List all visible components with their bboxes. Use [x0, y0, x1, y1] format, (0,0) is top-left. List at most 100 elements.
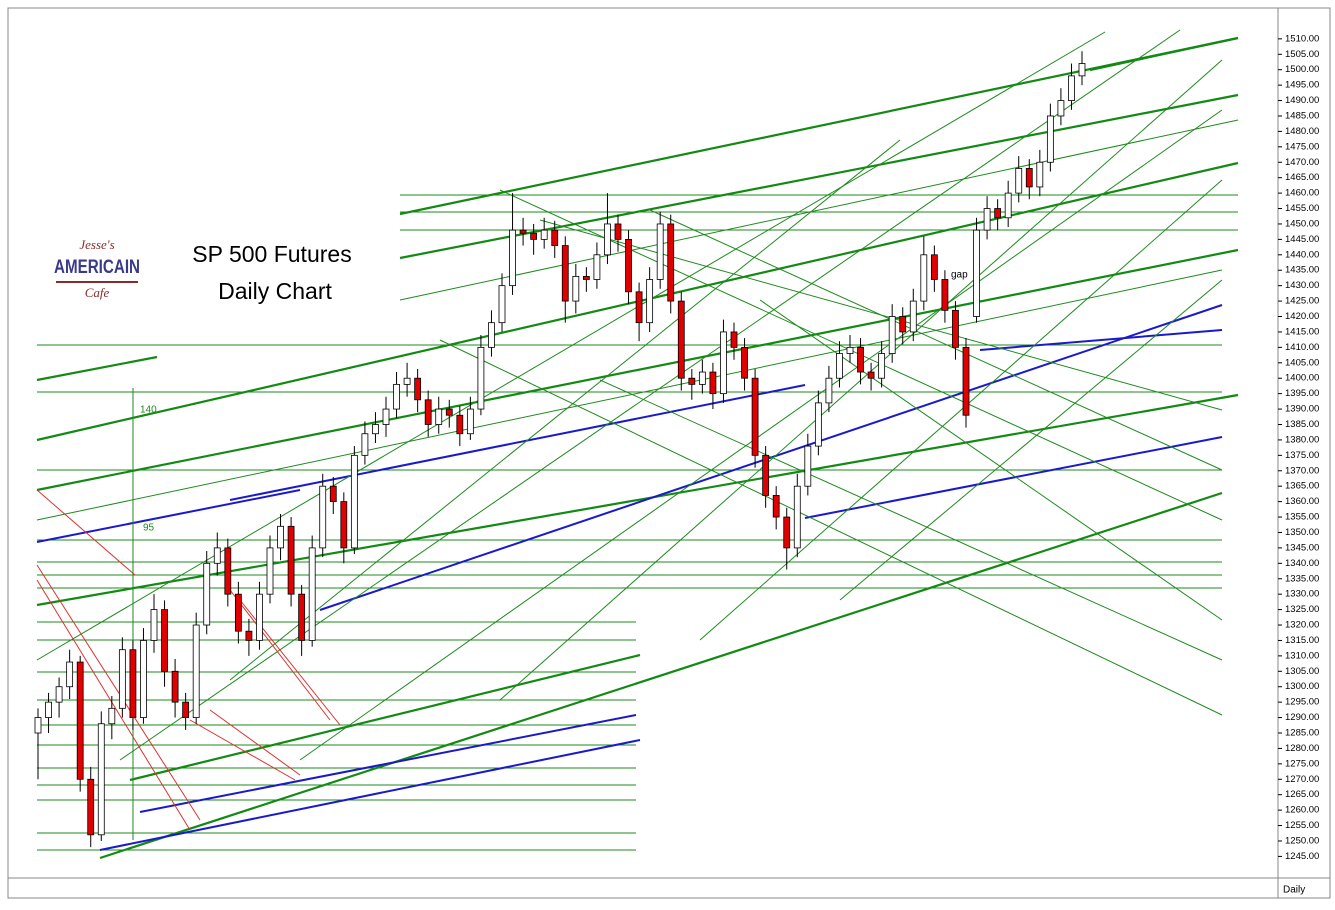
- logo-text: Jesse's: [79, 237, 114, 252]
- candle-body: [751, 377, 759, 456]
- y-tick-label: 1450.00: [1285, 218, 1319, 229]
- candle-body: [614, 223, 622, 240]
- candle-body: [899, 316, 907, 333]
- candle-body: [1025, 168, 1033, 188]
- candle-body: [161, 609, 168, 672]
- candle-body: [530, 232, 538, 240]
- candle-body: [171, 670, 179, 703]
- y-tick-label: 1325.00: [1285, 604, 1319, 615]
- y-tick-label: 1255.00: [1285, 820, 1319, 831]
- y-tick-label: 1300.00: [1285, 681, 1319, 692]
- y-tick-label: 1305.00: [1285, 666, 1319, 677]
- y-tick-label: 1415.00: [1285, 326, 1319, 337]
- candle-body: [604, 223, 611, 256]
- candle-body: [836, 353, 843, 379]
- candle-body: [846, 346, 854, 354]
- candle-body: [308, 547, 316, 641]
- y-tick-label: 1490.00: [1285, 95, 1319, 106]
- candle-body: [857, 346, 864, 373]
- candle-body: [1004, 192, 1012, 219]
- y-tick-label: 1275.00: [1285, 758, 1319, 769]
- candle-body: [709, 371, 717, 395]
- candle-body: [414, 377, 422, 401]
- candle-body: [108, 707, 116, 725]
- y-tick-label: 1455.00: [1285, 203, 1319, 214]
- candle-body: [762, 454, 770, 496]
- candle-body: [382, 408, 390, 425]
- y-tick-label: 1485.00: [1285, 110, 1319, 121]
- candle-body: [245, 630, 253, 641]
- candle-body: [519, 229, 527, 234]
- y-tick-label: 1500.00: [1285, 64, 1319, 75]
- y-tick-label: 1350.00: [1285, 527, 1319, 538]
- candle-body: [814, 402, 822, 447]
- y-tick-label: 1480.00: [1285, 126, 1319, 137]
- y-tick-label: 1310.00: [1285, 650, 1319, 661]
- candle-body: [909, 300, 917, 333]
- candle-body: [656, 223, 664, 280]
- y-tick-label: 1345.00: [1285, 542, 1319, 553]
- annotation: gap: [951, 270, 968, 281]
- candle-body: [677, 300, 685, 379]
- y-tick-label: 1375.00: [1285, 450, 1319, 461]
- y-tick-label: 1245.00: [1285, 851, 1319, 862]
- chart-subtitle: Daily Chart: [218, 278, 332, 304]
- candle-body: [150, 609, 158, 641]
- candle-body: [192, 624, 200, 718]
- candle-body: [667, 223, 675, 302]
- y-tick-label: 1320.00: [1285, 620, 1319, 631]
- candle-body: [509, 229, 516, 287]
- candle-body: [435, 408, 443, 425]
- candle-body: [256, 593, 263, 641]
- candle-body: [983, 208, 991, 231]
- candle-body: [793, 485, 801, 549]
- candle-body: [1015, 168, 1023, 194]
- y-tick-label: 1395.00: [1285, 388, 1319, 399]
- candle-body: [593, 254, 601, 280]
- candle-body: [140, 640, 147, 718]
- candle-body: [498, 285, 506, 324]
- candle-body: [741, 346, 748, 379]
- candle-body: [1057, 100, 1065, 117]
- y-tick-label: 1445.00: [1285, 234, 1319, 245]
- candle-body: [213, 547, 221, 564]
- candle-body: [361, 433, 369, 456]
- candle-body: [45, 701, 52, 718]
- candle-body: [878, 353, 886, 379]
- candle-body: [783, 516, 791, 549]
- y-tick-label: 1355.00: [1285, 512, 1319, 523]
- candle-body: [930, 254, 938, 280]
- candle-body: [76, 661, 84, 780]
- candle-body: [203, 562, 211, 626]
- candle-body: [393, 383, 400, 410]
- annotation: 95: [143, 523, 155, 534]
- y-tick-label: 1315.00: [1285, 635, 1319, 646]
- logo: Jesse's AMERICAIN Cafe: [54, 237, 140, 300]
- candle-body: [350, 454, 358, 549]
- y-tick-label: 1440.00: [1285, 249, 1319, 260]
- candle-body: [118, 649, 126, 709]
- logo-text: AMERICAIN: [54, 257, 140, 278]
- y-tick-label: 1285.00: [1285, 728, 1319, 739]
- y-tick-label: 1470.00: [1285, 157, 1319, 168]
- y-tick-label: 1340.00: [1285, 558, 1319, 569]
- candle-body: [582, 276, 590, 280]
- frame: [7, 7, 1331, 899]
- candle-body: [635, 291, 643, 324]
- candle-body: [319, 485, 327, 549]
- candle-body: [298, 593, 306, 641]
- candle-body: [572, 276, 580, 302]
- candle-body: [804, 445, 812, 487]
- y-tick-label: 1385.00: [1285, 419, 1319, 430]
- candle-body: [994, 208, 1002, 219]
- y-tick-label: 1505.00: [1285, 49, 1319, 60]
- candle-body: [941, 279, 949, 311]
- candle-body: [403, 377, 411, 385]
- y-tick-label: 1410.00: [1285, 342, 1319, 353]
- candle-body: [646, 279, 654, 324]
- candle-body: [87, 778, 95, 836]
- trendlines: [36, 29, 1239, 860]
- candle-body: [34, 717, 42, 734]
- y-tick-label: 1330.00: [1285, 589, 1319, 600]
